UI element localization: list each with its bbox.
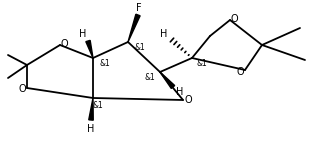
Text: H: H [160,29,168,39]
Text: &1: &1 [100,60,110,68]
Polygon shape [160,72,175,89]
Text: &1: &1 [145,73,155,82]
Text: F: F [136,3,142,13]
Text: O: O [60,39,68,49]
Text: H: H [79,29,87,39]
Text: O: O [230,14,238,24]
Text: &1: &1 [134,43,145,52]
Text: &1: &1 [197,60,207,68]
Text: O: O [184,95,192,105]
Text: H: H [176,87,184,97]
Polygon shape [128,14,140,42]
Polygon shape [89,98,93,120]
Text: O: O [18,84,26,94]
Text: H: H [87,124,95,134]
Polygon shape [86,40,93,58]
Text: &1: &1 [93,101,103,111]
Text: O: O [236,67,244,77]
